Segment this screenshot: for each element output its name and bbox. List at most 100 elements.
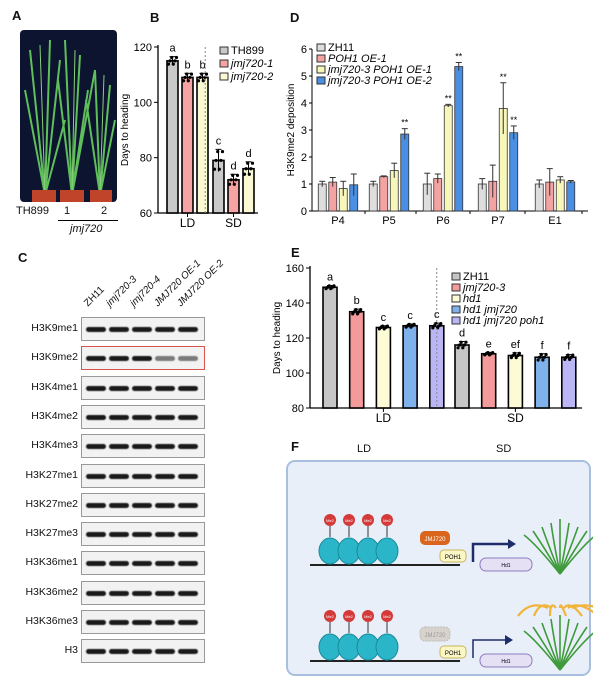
protein-band	[86, 356, 106, 362]
rice-leaf	[559, 536, 593, 575]
rice-leaf	[550, 618, 561, 671]
me2-mark-icon	[381, 610, 393, 622]
data-point	[571, 353, 575, 357]
protein-band	[178, 444, 198, 450]
data-point	[459, 340, 463, 344]
x-category-label: P5	[382, 215, 395, 227]
rice-leaf	[559, 622, 579, 671]
protein-band	[178, 327, 198, 332]
data-point	[196, 79, 201, 83]
x-category-label: LD	[376, 411, 392, 425]
label-line-2: 2	[101, 205, 108, 217]
data-point	[166, 62, 171, 66]
protein-band	[86, 532, 106, 538]
data-point	[247, 172, 251, 176]
x-category-label: E1	[548, 215, 561, 227]
legend-label: POH1 OE-1	[328, 53, 387, 65]
legend-swatch	[316, 54, 326, 63]
data-point	[244, 167, 248, 171]
protein-band	[155, 473, 175, 479]
data-point	[231, 173, 235, 177]
significance-letter: b	[184, 59, 190, 71]
bar	[402, 324, 418, 409]
bar	[433, 178, 443, 212]
blot-strip	[81, 434, 205, 459]
nucleosome-icon	[375, 633, 399, 661]
data-point	[181, 79, 186, 83]
significance-letter: c	[434, 309, 440, 321]
blot-row-label: H3K36me1	[25, 556, 78, 569]
protein-band	[109, 502, 129, 508]
blot-strip	[81, 404, 205, 429]
data-point	[201, 79, 205, 83]
data-point	[456, 346, 460, 350]
protein-band	[155, 385, 175, 391]
protein-band	[155, 649, 175, 655]
significance-mark: **	[445, 93, 453, 103]
significance-mark: **	[401, 118, 409, 128]
legend-label: ZH11	[463, 271, 489, 283]
me2-mark-icon	[324, 514, 336, 526]
jmj720-protein	[420, 531, 450, 545]
data-point	[381, 324, 385, 328]
rice-plants-icon	[24, 39, 116, 202]
data-point	[566, 353, 570, 357]
y-tick-label: 3	[301, 125, 307, 137]
data-point	[220, 149, 225, 154]
model-schematic: Me2 Me2 Me2 Me2 JMJ720 POH1 Hd1 Me2 Me2 Me2 Me2 JMJ…	[286, 460, 593, 676]
protein-band	[86, 473, 106, 479]
protein-band	[178, 385, 198, 391]
rice-panicle	[517, 604, 549, 617]
protein-band	[178, 649, 198, 655]
panel-e-label: E	[291, 245, 300, 260]
data-point	[214, 158, 218, 163]
x-category-label: P4	[331, 215, 344, 227]
jmj720-protein	[419, 626, 451, 642]
protein-band	[109, 561, 129, 567]
me2-label: Me2	[364, 518, 373, 523]
y-tick-label: 100	[134, 97, 152, 109]
y-tick-label: 80	[292, 403, 304, 415]
protein-band	[132, 414, 152, 420]
data-point	[246, 161, 250, 165]
me2-mark-icon	[362, 514, 374, 526]
bar	[555, 179, 565, 212]
protein-band	[178, 356, 198, 362]
legend-label: jmj720-2	[229, 71, 273, 83]
protein-band	[132, 590, 152, 596]
nucleosome-icon	[375, 537, 399, 565]
me2-label: Me2	[383, 518, 392, 523]
bar	[429, 324, 445, 409]
bar	[507, 354, 524, 409]
protein-band	[178, 620, 198, 625]
data-point	[204, 72, 209, 76]
data-point	[458, 343, 462, 347]
protein-band	[86, 561, 106, 567]
data-point	[212, 167, 217, 171]
blot-row-label: H3	[64, 644, 78, 657]
panel-f-label: F	[291, 439, 299, 454]
bar	[317, 183, 327, 212]
chart-e: 80 100 120 140 160 Days to heading a b c c c LD d e ef…	[272, 263, 582, 425]
data-point	[461, 346, 465, 350]
data-point	[513, 351, 517, 355]
blot-strip	[81, 317, 205, 341]
data-point	[250, 161, 255, 165]
legend-swatch	[451, 272, 461, 281]
data-point	[183, 75, 187, 80]
protein-band	[155, 444, 175, 450]
chart-d: 0 1 2 3 4 5 6 H3K9me2 deposition P4 ** P5 ** ** P6 ** *…	[286, 42, 588, 227]
data-point	[186, 79, 190, 83]
blot-row-label: H3K9me2	[31, 351, 78, 364]
blot-strip	[81, 375, 205, 400]
significance-letter: c	[381, 312, 387, 324]
protein-band	[178, 561, 198, 567]
significance-letter: d	[459, 328, 465, 340]
legend-swatch	[219, 46, 229, 55]
protein-band	[155, 356, 175, 362]
y-tick-label: 0	[301, 206, 307, 218]
legend-swatch	[219, 72, 229, 81]
blot-column-label: ZH11	[82, 284, 107, 309]
y-tick-label: 120	[286, 333, 304, 345]
protein-band	[132, 327, 152, 332]
